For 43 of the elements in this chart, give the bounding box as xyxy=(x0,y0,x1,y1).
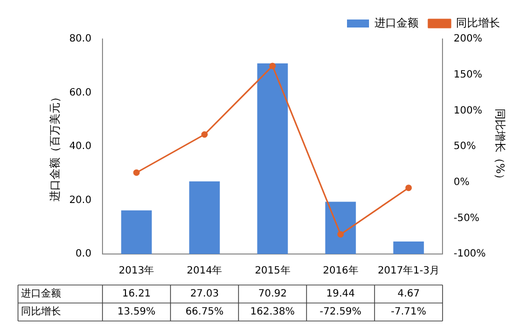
data-label: -7.71% xyxy=(390,306,426,318)
bar xyxy=(393,241,424,254)
x-tick-label: 2016年 xyxy=(322,264,358,277)
data-label: 70.92 xyxy=(258,288,287,300)
data-label: -72.59% xyxy=(320,306,362,318)
data-label: 13.59% xyxy=(117,306,156,318)
data-label: 4.67 xyxy=(397,288,420,300)
x-tick-label: 2014年 xyxy=(186,264,222,277)
y-tick-label: 40.0 xyxy=(69,141,92,152)
x-tick-label: 2015年 xyxy=(254,264,290,277)
data-label: 16.21 xyxy=(122,288,151,300)
bar xyxy=(189,181,220,254)
point xyxy=(269,62,276,70)
y-tick-label: 0.0 xyxy=(76,248,92,260)
y-tick-label: 20.0 xyxy=(69,194,92,206)
y2-tick-label: -100% xyxy=(454,248,486,260)
point xyxy=(201,131,208,138)
y2-tick-label: 100% xyxy=(454,105,482,116)
y2-tick-label: 200% xyxy=(454,34,482,45)
text: 同比增长 xyxy=(21,306,61,318)
bar xyxy=(325,202,356,254)
bar xyxy=(121,210,152,254)
y-tick-label: 80.0 xyxy=(69,34,92,45)
x-tick-label: 2013年 xyxy=(118,264,154,277)
data-label: 27.03 xyxy=(190,288,219,300)
data-label: 162.38% xyxy=(250,306,295,318)
x-tick-label: 2017年1-3月 xyxy=(378,264,440,277)
text: 进口金额 xyxy=(21,288,61,300)
legend-label: 进口金额 xyxy=(374,16,418,30)
y-tick-label: 60.0 xyxy=(69,87,92,98)
data-label: 66.75% xyxy=(185,306,224,318)
y2-tick-label: 50% xyxy=(454,141,476,152)
legend-label: 同比增长 xyxy=(456,16,500,30)
y2-tick-label: -50% xyxy=(454,212,480,224)
y2-tick-label: 150% xyxy=(454,69,482,80)
point xyxy=(405,184,412,192)
y2-tick-label: 0% xyxy=(454,176,470,188)
point xyxy=(133,169,140,176)
point xyxy=(337,231,344,238)
bar xyxy=(257,63,288,254)
y2-axis-title: 同比增长（%） xyxy=(494,108,507,185)
data-label: 19.44 xyxy=(326,288,355,300)
y-axis-title: 进口金额（百万美元） xyxy=(48,92,62,202)
